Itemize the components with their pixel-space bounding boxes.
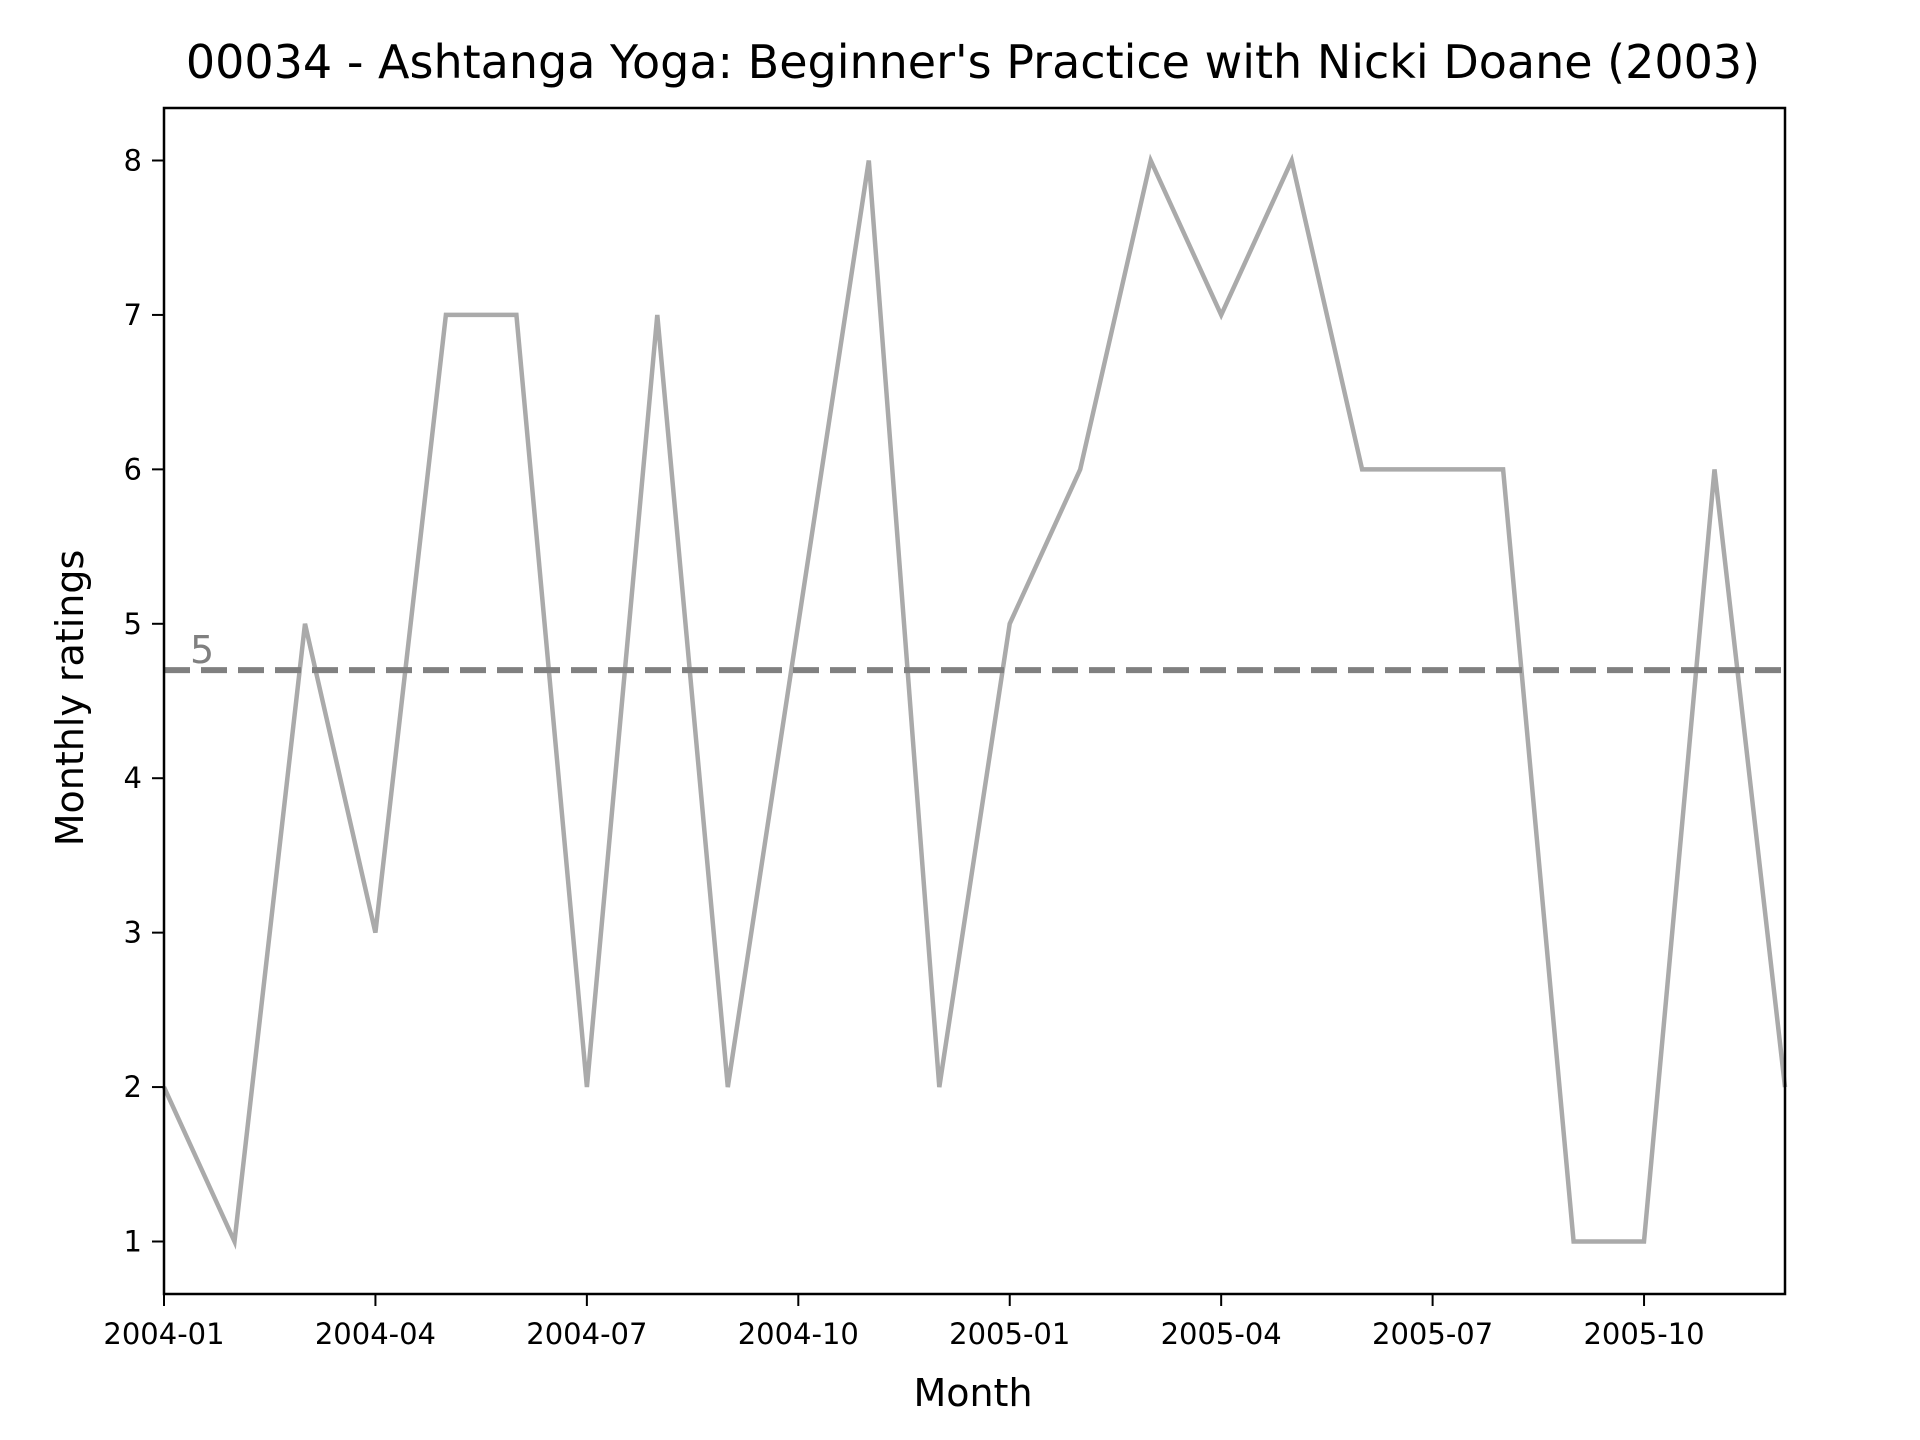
y-axis-label: Monthly ratings [48, 550, 92, 847]
y-tick-label: 4 [124, 761, 142, 795]
series-line-0 [161, 153, 1788, 1250]
y-tick-label: 6 [124, 452, 142, 486]
y-tick-label: 5 [124, 607, 142, 641]
y-tick-label: 7 [124, 298, 142, 332]
x-tick-label: 2005-07 [1372, 1317, 1493, 1351]
x-tick-label: 2004-07 [526, 1317, 647, 1351]
chart-title: 00034 - Ashtanga Yoga: Beginner's Practi… [186, 35, 1760, 89]
x-tick-label: 2004-04 [315, 1317, 436, 1351]
y-tick-label: 2 [124, 1070, 142, 1104]
x-tick-label: 2005-04 [1161, 1317, 1282, 1351]
x-axis: 2004-01 2004-04 2004-07 2004-10 2005-01 2005-… [103, 1294, 1705, 1351]
y-tick-label: 3 [124, 916, 142, 950]
x-tick-label: 2005-10 [1583, 1317, 1704, 1351]
y-tick-label: 8 [124, 144, 142, 178]
reference-line-label: 5 [190, 628, 214, 672]
x-tick-label: 2004-01 [103, 1317, 224, 1351]
x-tick-label: 2005-01 [949, 1317, 1070, 1351]
x-tick-label: 2004-10 [738, 1317, 859, 1351]
plot-area: 5 [161, 153, 1788, 1250]
x-axis-label: Month [913, 1371, 1032, 1415]
y-tick-label: 1 [124, 1224, 142, 1258]
y-axis: 1 2 3 4 5 6 7 8 [124, 144, 164, 1258]
plot-frame [162, 106, 1787, 1296]
